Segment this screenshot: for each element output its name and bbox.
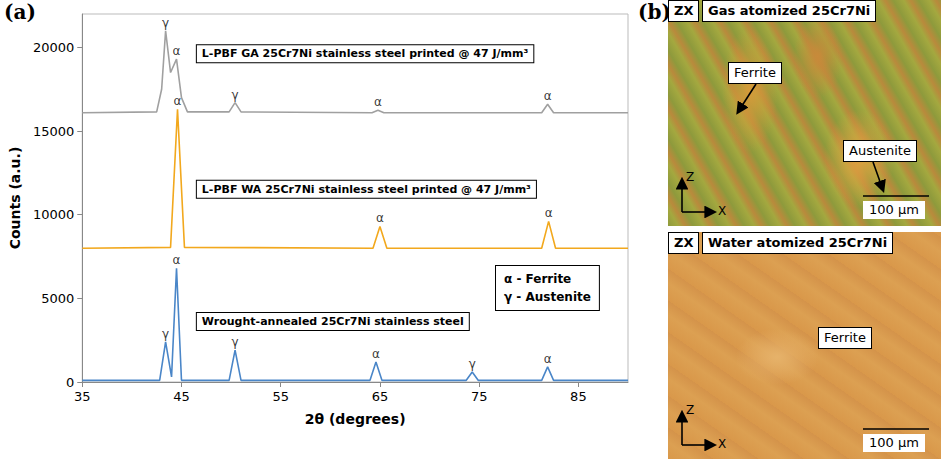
svg-text:Wrought-annealed 25Cr7Ni stain: Wrought-annealed 25Cr7Ni stainless steel — [202, 315, 464, 328]
svg-text:α: α — [174, 94, 182, 108]
svg-text:α: α — [376, 211, 384, 225]
svg-text:45: 45 — [173, 389, 190, 404]
svg-text:α: α — [372, 347, 380, 361]
svg-text:Counts (a.u.): Counts (a.u.) — [7, 147, 23, 250]
svg-text:85: 85 — [570, 389, 587, 404]
html-text:Water atomized 25Cr7Ni: Water atomized 25Cr7Ni — [708, 235, 888, 250]
svg-text:5000: 5000 — [41, 291, 74, 306]
html-text:Ferrite: Ferrite — [734, 65, 776, 80]
svg-text:α: α — [173, 44, 181, 58]
svg-text:65: 65 — [372, 389, 389, 404]
html-text:Austenite: Austenite — [849, 143, 911, 158]
svg-text:γ: γ — [469, 357, 476, 371]
svg-text:15000: 15000 — [33, 124, 74, 139]
svg-text:α: α — [544, 89, 552, 103]
html-text:Gas atomized 25Cr7Ni: Gas atomized 25Cr7Ni — [708, 3, 871, 18]
svg-text:10000: 10000 — [33, 207, 74, 222]
html-text:(a): (a) — [4, 0, 36, 24]
svg-text:γ: γ — [232, 88, 239, 102]
html-text:100 µm: 100 µm — [869, 435, 919, 450]
svg-text:α - Ferrite: α - Ferrite — [504, 272, 571, 286]
html-text:ZX: ZX — [674, 235, 694, 250]
svg-text:α: α — [173, 253, 181, 267]
svg-text:L-PBF GA 25Cr7Ni stainless ste: L-PBF GA 25Cr7Ni stainless steel printed… — [202, 47, 529, 60]
svg-text:γ: γ — [162, 16, 169, 30]
svg-text:γ: γ — [162, 327, 169, 341]
html-text:X: X — [718, 204, 727, 218]
html-text:X: X — [718, 437, 727, 451]
svg-text:γ - Austenite: γ - Austenite — [504, 290, 591, 304]
svg-text:L-PBF WA 25Cr7Ni stainless ste: L-PBF WA 25Cr7Ni stainless steel printed… — [202, 183, 531, 196]
html-text:Z: Z — [686, 403, 695, 417]
svg-text:0: 0 — [66, 375, 74, 390]
svg-text:γ: γ — [232, 335, 239, 349]
html-text:Ferrite: Ferrite — [824, 330, 866, 345]
svg-text:α: α — [545, 206, 553, 220]
html-text:Z: Z — [686, 170, 695, 184]
svg-text:α: α — [544, 352, 552, 366]
svg-text:20000: 20000 — [33, 40, 74, 55]
html-text:(b)ZX: (b)ZX — [638, 0, 694, 24]
svg-text:75: 75 — [471, 389, 488, 404]
svg-text:2θ (degrees): 2θ (degrees) — [305, 411, 406, 427]
svg-text:α: α — [374, 95, 382, 109]
html-text:100 µm: 100 µm — [869, 202, 919, 217]
svg-text:35: 35 — [74, 389, 91, 404]
svg-text:55: 55 — [272, 389, 289, 404]
